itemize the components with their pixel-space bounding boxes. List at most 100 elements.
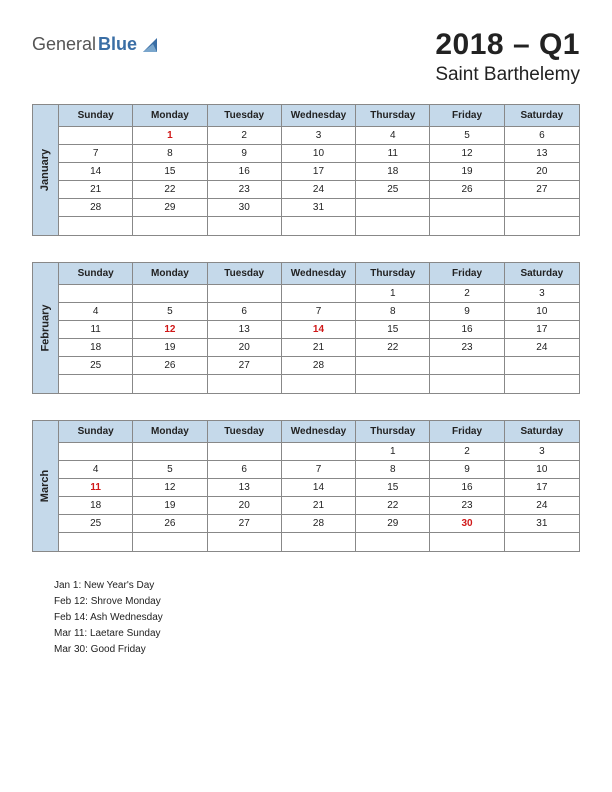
calendar-cell: 23 (430, 339, 504, 357)
calendar-cell: 17 (505, 479, 579, 497)
calendar-cell: 9 (430, 461, 504, 479)
calendar-cell: 18 (59, 497, 133, 515)
calendar-cell: 18 (59, 339, 133, 357)
calendar-grid: SundayMondayTuesdayWednesdayThursdayFrid… (59, 263, 579, 393)
header: General Blue 2018 – Q1 Saint Barthelemy (32, 28, 580, 86)
calendar-cell: 18 (356, 163, 430, 181)
calendar-cell: 16 (430, 479, 504, 497)
calendar-cell (505, 199, 579, 217)
page-subtitle: Saint Barthelemy (435, 64, 580, 86)
calendar-cell: 31 (282, 199, 356, 217)
calendar-cell: 8 (133, 145, 207, 163)
calendar-grid: SundayMondayTuesdayWednesdayThursdayFrid… (59, 421, 579, 551)
calendar-cell: 25 (59, 357, 133, 375)
calendar-cell: 11 (59, 321, 133, 339)
day-header: Monday (133, 421, 207, 443)
month-name: March (40, 470, 52, 502)
calendar-cell: 24 (282, 181, 356, 199)
calendar-cell: 13 (505, 145, 579, 163)
day-header: Monday (133, 263, 207, 285)
calendar-cell: 20 (505, 163, 579, 181)
logo-text-general: General (32, 34, 96, 55)
calendar-cell: 4 (59, 303, 133, 321)
calendar-cell: 10 (505, 303, 579, 321)
calendar-cell: 3 (505, 285, 579, 303)
month-name: February (40, 304, 52, 351)
calendar-cell: 24 (505, 497, 579, 515)
holiday-entry: Feb 12: Shrove Monday (54, 594, 580, 610)
logo-text-blue: Blue (98, 34, 137, 55)
calendar-cell (133, 217, 207, 235)
day-header: Thursday (356, 263, 430, 285)
calendar-cell (356, 217, 430, 235)
calendar-grid: SundayMondayTuesdayWednesdayThursdayFrid… (59, 105, 579, 235)
calendar-cell: 12 (133, 479, 207, 497)
day-header: Friday (430, 421, 504, 443)
calendar-cell: 1 (356, 443, 430, 461)
day-header: Sunday (59, 105, 133, 127)
calendar-cell (59, 285, 133, 303)
calendar-cell: 26 (430, 181, 504, 199)
calendar-cell (282, 443, 356, 461)
calendar-cell: 20 (208, 339, 282, 357)
calendar-cell (505, 217, 579, 235)
calendar-cell: 3 (505, 443, 579, 461)
calendar-cell (430, 375, 504, 393)
calendar-cell: 24 (505, 339, 579, 357)
calendar-cell: 17 (282, 163, 356, 181)
calendar-cell: 9 (208, 145, 282, 163)
day-header: Sunday (59, 263, 133, 285)
calendar-cell: 27 (208, 357, 282, 375)
day-header: Saturday (505, 105, 579, 127)
month-label: January (33, 105, 59, 235)
calendar-cell: 21 (59, 181, 133, 199)
calendar-cell (59, 375, 133, 393)
day-header: Friday (430, 105, 504, 127)
day-header: Thursday (356, 421, 430, 443)
calendar-cell (356, 199, 430, 217)
calendar-cell: 7 (282, 461, 356, 479)
day-header: Friday (430, 263, 504, 285)
calendar-cell: 16 (430, 321, 504, 339)
calendar-cell: 5 (430, 127, 504, 145)
calendar-cell: 15 (356, 479, 430, 497)
calendar-cell: 21 (282, 339, 356, 357)
holiday-entry: Mar 30: Good Friday (54, 642, 580, 658)
calendar-cell: 29 (133, 199, 207, 217)
calendar-cell: 31 (505, 515, 579, 533)
calendar-cell: 8 (356, 461, 430, 479)
calendar-cell (59, 127, 133, 145)
calendar-cell (208, 533, 282, 551)
day-header: Wednesday (282, 263, 356, 285)
calendar-cell (430, 217, 504, 235)
calendar-cell: 12 (133, 321, 207, 339)
calendar-cell (133, 443, 207, 461)
calendar-march: March SundayMondayTuesdayWednesdayThursda… (32, 420, 580, 552)
logo: General Blue (32, 34, 159, 55)
calendar-cell (208, 443, 282, 461)
calendar-cell: 8 (356, 303, 430, 321)
calendar-cell (133, 375, 207, 393)
calendar-cell: 28 (59, 199, 133, 217)
calendar-cell (430, 199, 504, 217)
month-label: March (33, 421, 59, 551)
calendar-cell: 23 (208, 181, 282, 199)
calendar-cell: 6 (208, 461, 282, 479)
calendar-cell: 13 (208, 321, 282, 339)
calendar-cell: 10 (282, 145, 356, 163)
day-header: Saturday (505, 263, 579, 285)
calendar-cell: 5 (133, 461, 207, 479)
month-name: January (40, 149, 52, 191)
holiday-list: Jan 1: New Year's DayFeb 12: Shrove Mond… (32, 578, 580, 658)
calendar-cell: 11 (59, 479, 133, 497)
calendar-cell (505, 357, 579, 375)
calendar-cell: 5 (133, 303, 207, 321)
calendar-cell (208, 375, 282, 393)
calendar-cell: 4 (356, 127, 430, 145)
calendar-cell (208, 285, 282, 303)
calendar-cell (282, 375, 356, 393)
calendar-cell: 1 (133, 127, 207, 145)
day-header: Thursday (356, 105, 430, 127)
calendar-cell: 29 (356, 515, 430, 533)
calendar-cell: 21 (282, 497, 356, 515)
